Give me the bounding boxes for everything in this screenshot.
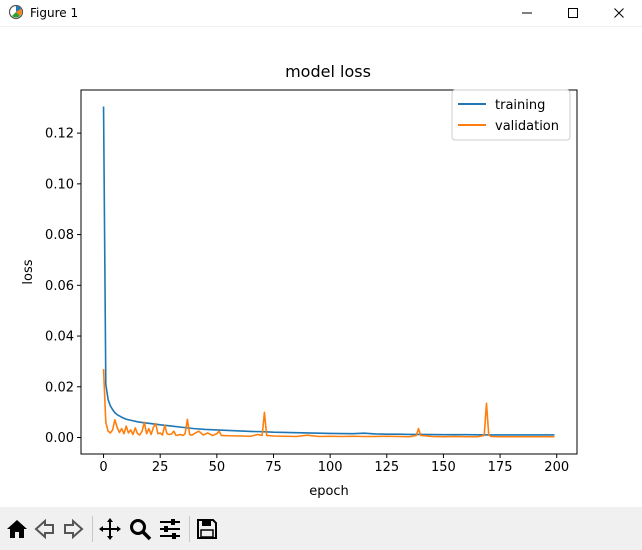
series-line-training <box>102 106 555 436</box>
y-tick-label: 0.10 <box>45 177 74 192</box>
back-button[interactable] <box>33 517 59 541</box>
matplotlib-figure-icon <box>8 4 24 20</box>
window-title: Figure 1 <box>30 6 79 20</box>
back-arrow-icon <box>34 518 54 540</box>
x-tick-label: 150 <box>431 460 456 475</box>
y-tick-label: 0.00 <box>45 431 74 446</box>
close-button[interactable] <box>596 0 642 26</box>
forward-arrow-icon <box>64 518 84 540</box>
navigation-toolbar <box>0 507 642 550</box>
y-tick-label: 0.12 <box>45 127 74 142</box>
x-tick-label: 0 <box>99 460 107 475</box>
zoom-button[interactable] <box>128 517 154 541</box>
toolbar-separator <box>92 516 93 542</box>
x-tick-label: 50 <box>209 460 226 475</box>
minimize-button[interactable] <box>504 0 550 26</box>
maximize-button[interactable] <box>550 0 596 26</box>
toolbar-separator <box>189 516 190 542</box>
legend-box <box>451 89 571 141</box>
legend: training validation <box>451 89 571 141</box>
home-button[interactable] <box>5 517 31 541</box>
move-icon <box>99 518 121 540</box>
loss-chart: model loss 0 25 50 75 100 125 150 175 200 0.00 0.0… <box>21 62 578 499</box>
x-axis-label: epoch <box>309 484 349 499</box>
window-titlebar: Figure 1 <box>0 0 642 27</box>
legend-label-validation: validation <box>495 119 559 134</box>
save-button[interactable] <box>195 517 221 541</box>
close-icon <box>614 8 624 18</box>
legend-label-training: training <box>495 98 545 113</box>
y-axis-label: loss <box>21 259 36 284</box>
x-tick-label: 175 <box>488 460 513 475</box>
y-tick-label: 0.06 <box>45 279 74 294</box>
x-tick-label: 25 <box>152 460 169 475</box>
chart-title: model loss <box>285 62 371 81</box>
plot-area <box>80 89 578 455</box>
minimize-icon <box>522 12 532 14</box>
forward-button[interactable] <box>61 517 87 541</box>
zoom-icon <box>130 519 152 541</box>
home-icon <box>7 520 27 538</box>
x-tick-label: 75 <box>265 460 282 475</box>
sliders-icon <box>160 519 180 539</box>
y-tick-label: 0.04 <box>45 330 74 345</box>
figure-canvas[interactable]: model loss 0 25 50 75 100 125 150 175 200 0.00 0.0… <box>0 27 642 507</box>
y-tick-label: 0.02 <box>45 380 74 395</box>
maximize-icon <box>568 8 578 18</box>
save-icon <box>197 519 217 539</box>
series-line-validation <box>102 368 555 438</box>
x-tick-label: 100 <box>318 460 343 475</box>
x-tick-label: 200 <box>544 460 569 475</box>
x-tick-label: 125 <box>374 460 399 475</box>
pan-button[interactable] <box>98 517 124 541</box>
y-tick-label: 0.08 <box>45 228 74 243</box>
configure-subplots-button[interactable] <box>158 517 184 541</box>
